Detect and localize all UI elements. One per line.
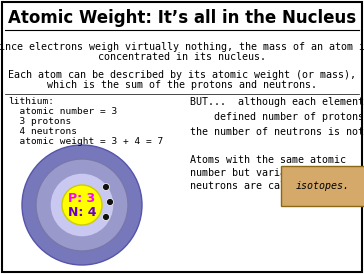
Text: lithium:: lithium: — [8, 97, 54, 106]
Circle shape — [103, 184, 110, 190]
Text: atomic weight = 3 + 4 = 7: atomic weight = 3 + 4 = 7 — [8, 137, 163, 146]
Text: P: 3: P: 3 — [68, 193, 96, 206]
Text: defined number of protons,: defined number of protons, — [190, 112, 364, 122]
Text: the number of neutrons is not fixed.: the number of neutrons is not fixed. — [190, 127, 364, 137]
Circle shape — [36, 159, 128, 251]
Text: concentrated in its nucleus.: concentrated in its nucleus. — [98, 52, 266, 62]
Text: which is the sum of the protons and neutrons.: which is the sum of the protons and neut… — [47, 80, 317, 90]
Text: atomic number = 3: atomic number = 3 — [8, 107, 117, 116]
Circle shape — [103, 213, 110, 221]
Circle shape — [62, 185, 102, 225]
Text: 4 neutrons: 4 neutrons — [8, 127, 77, 136]
Circle shape — [22, 145, 142, 265]
Text: 3 protons: 3 protons — [8, 117, 71, 126]
Text: Atoms with the same atomic: Atoms with the same atomic — [190, 155, 346, 165]
Text: Since electrons weigh virtually nothing, the mass of an atom is: Since electrons weigh virtually nothing,… — [0, 42, 364, 52]
Text: Atomic Weight: It’s all in the Nucleus: Atomic Weight: It’s all in the Nucleus — [8, 9, 356, 27]
Text: N: 4: N: 4 — [68, 207, 96, 219]
Text: number but variable numbers of: number but variable numbers of — [190, 168, 364, 178]
Circle shape — [50, 173, 114, 237]
Text: isotopes.: isotopes. — [296, 181, 350, 191]
Text: BUT...  although each element has a: BUT... although each element has a — [190, 97, 364, 107]
Text: neutrons are called: neutrons are called — [190, 181, 304, 191]
Text: Each atom can be described by its atomic weight (or mass),: Each atom can be described by its atomic… — [8, 70, 356, 80]
Circle shape — [107, 198, 114, 206]
